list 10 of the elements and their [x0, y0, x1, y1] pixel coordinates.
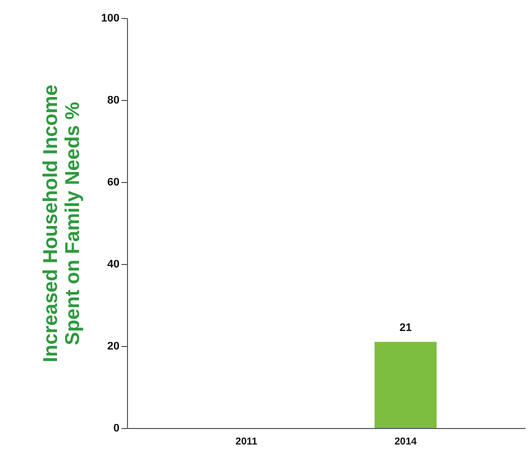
- y-tick-label: 0: [113, 422, 120, 434]
- x-tick-label: 2014: [394, 436, 418, 448]
- y-tick-label: 40: [107, 258, 120, 270]
- y-tick-label: 60: [107, 176, 120, 188]
- y-tick-label: 80: [107, 94, 120, 106]
- y-axis-title: Increased Household Income Spent on Family Needs %: [40, 84, 84, 362]
- x-tick-label: 2011: [236, 436, 258, 448]
- y-tick-label: 100: [101, 12, 120, 24]
- data-label: 21: [399, 322, 412, 334]
- y-tick-label: 20: [107, 340, 120, 352]
